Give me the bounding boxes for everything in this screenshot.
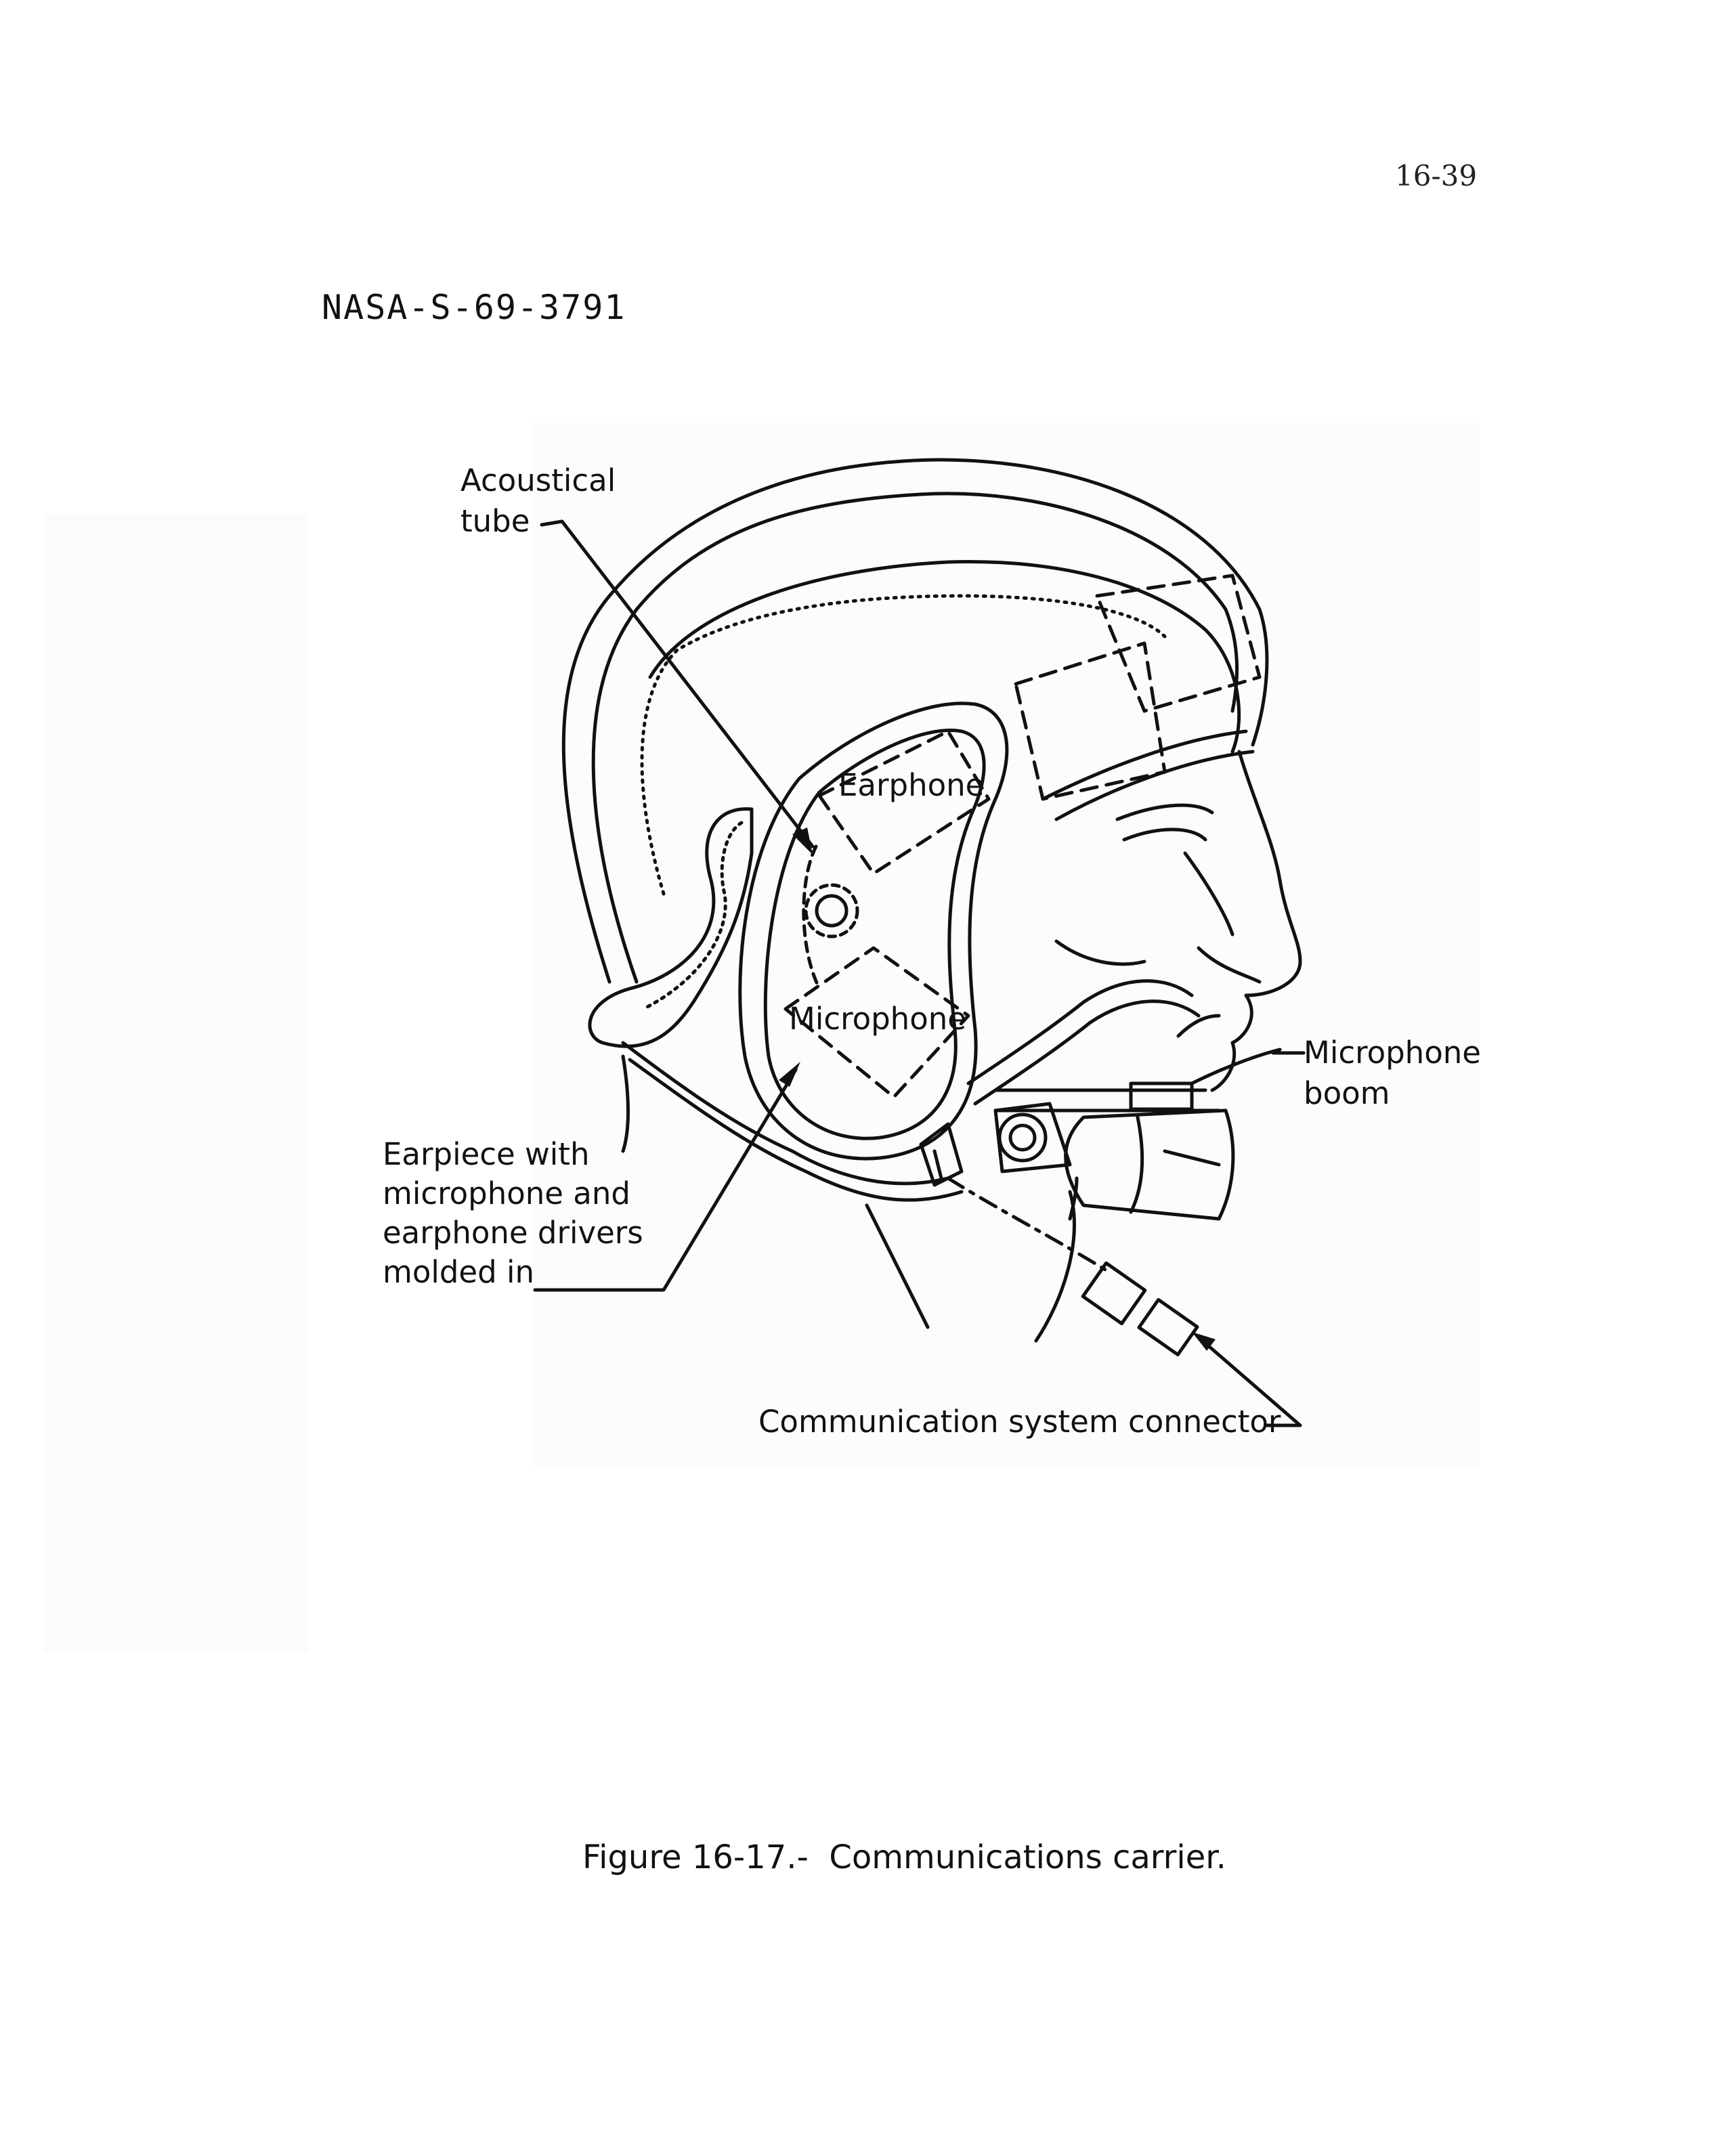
neck-front [1034, 1190, 1076, 1343]
eye [1054, 939, 1146, 966]
arrow-connector [1192, 1332, 1216, 1351]
boom-tip [1129, 1081, 1194, 1111]
tube-port-inner [815, 894, 849, 928]
label-acoustical-tube-2: tube [460, 503, 530, 539]
earphone-dashed-box [817, 729, 991, 876]
microphone-dashed-box [783, 946, 970, 1099]
leader-acoustical-tube [540, 519, 815, 848]
arrow-earpiece [779, 1062, 800, 1087]
lower-strap [621, 1041, 950, 1186]
rear-neck [621, 1054, 630, 1153]
cheek-line [1183, 851, 1234, 936]
earpiece-shell [738, 702, 1009, 1161]
cheek-strap [966, 979, 1194, 1085]
connector-plug-1 [1081, 1261, 1147, 1326]
label-acoustical-tube-1: Acoustical [460, 462, 616, 498]
brow-2 [1122, 827, 1207, 842]
figure-caption: Figure 16-17.- Communications carrier. [582, 1838, 1226, 1876]
cap-inner-shell [591, 492, 1239, 984]
cap-outer-shell [561, 458, 1269, 984]
snap-inner [1008, 1123, 1037, 1152]
snap-tab [993, 1102, 1072, 1173]
chin-cup-fold [1129, 1115, 1144, 1214]
crown-seam-dotted [640, 594, 1167, 896]
label-connector: Communication system connector [758, 1404, 1281, 1440]
brow [1115, 803, 1214, 821]
label-microphone: Microphone [789, 1001, 966, 1037]
arrow-acoustical-tube [792, 827, 813, 855]
connector-buckle [919, 1122, 964, 1187]
top-pad-dashed [1095, 574, 1262, 713]
leader-connector [1197, 1335, 1302, 1427]
face-profile [1210, 750, 1302, 1092]
connector-plug-2 [1137, 1297, 1199, 1357]
reference-id: NASA-S-69-3791 [322, 288, 626, 327]
label-microphone-boom-2: boom [1304, 1075, 1390, 1111]
caption-text: Communications carrier. [829, 1838, 1226, 1876]
rear-flap-dotted [641, 821, 744, 1011]
cheek-strap-2 [973, 999, 1201, 1106]
label-earpiece-1: Earpiece with [383, 1136, 589, 1172]
neck-skin [1068, 1176, 1079, 1221]
scan-shading-figure [532, 423, 1480, 1466]
scan-shading-left [44, 515, 308, 1652]
tube-port-outer [804, 883, 859, 939]
chin-cup [1064, 1108, 1235, 1221]
connector-buckle-2 [932, 1149, 943, 1180]
label-earpiece-3: earphone drivers [383, 1215, 643, 1251]
label-earpiece-2: microphone and [383, 1176, 630, 1211]
page-number: 16-39 [1395, 159, 1478, 192]
rear-flap [588, 807, 754, 1048]
connector-lead [946, 1176, 1113, 1275]
boom-leader [1190, 1048, 1282, 1085]
label-microphone-boom-1: Microphone [1304, 1035, 1481, 1071]
mouth-line [1176, 1014, 1221, 1038]
caption-figure-number: Figure 16-17.- [582, 1838, 809, 1876]
label-earphone: Earphone [838, 767, 984, 803]
nose-line [1197, 946, 1262, 984]
earpiece-inner [763, 729, 986, 1140]
label-earpiece-4: molded in [383, 1254, 534, 1290]
forehead-strap-2 [1054, 750, 1255, 821]
lower-strap-2 [628, 1058, 964, 1202]
forehead-strap [1041, 729, 1248, 801]
neck-back [865, 1203, 930, 1329]
snap-outer [997, 1113, 1048, 1163]
leader-earpiece [533, 1068, 798, 1292]
head-band [648, 560, 1241, 754]
chin-cup-fold-2 [1163, 1149, 1221, 1167]
acoustical-tube-dashed [802, 844, 821, 991]
